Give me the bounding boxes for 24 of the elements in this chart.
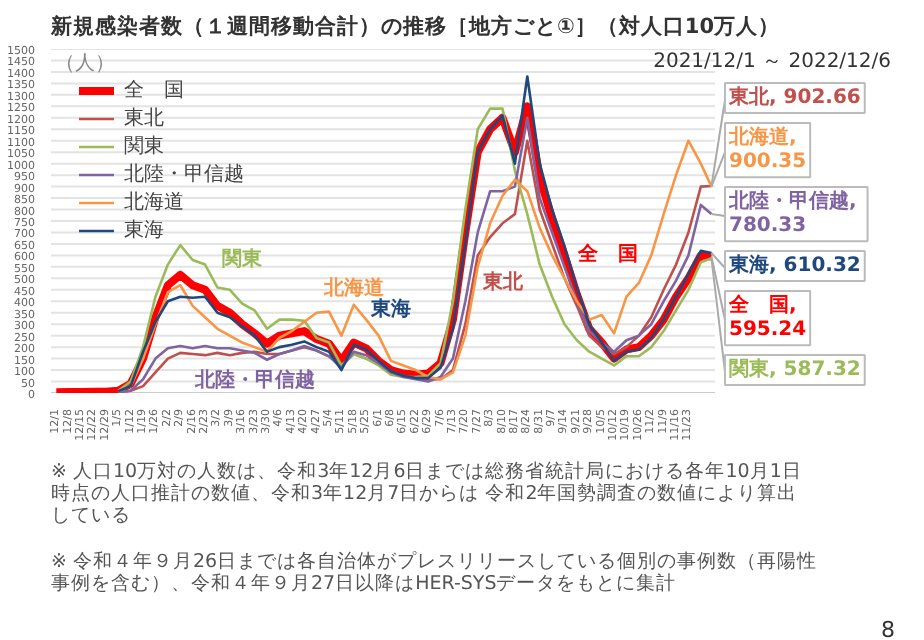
annotation: 東海 (369, 297, 412, 322)
annotation: 関東, 587.32 (729, 357, 861, 381)
legend-label: 関東 (124, 133, 164, 160)
annotation: 東北 (480, 270, 525, 295)
annotation: 北陸・甲信越, 780.33 (727, 189, 857, 238)
legend-label: 東海 (124, 217, 164, 244)
legend-label: 全 国 (124, 78, 184, 104)
text: 8 (881, 617, 895, 640)
annotation: 全 国 (576, 242, 639, 267)
text: ※ 令和４年９月26日までは各自治体がプレスリリースしている個別の事例数（再陽性事例を含む）、令和４年９月27日以降はHER-SYSデータをもとに集計 (51, 549, 818, 595)
legend-label: 北陸・甲信越 (124, 161, 244, 188)
y-axis-title: （人） (55, 53, 115, 75)
text: 2021/12/1 ～ 2022/12/6 (653, 51, 891, 73)
annotation: 東北, 902.66 (727, 85, 861, 109)
annotation: 北陸・甲信越 (192, 367, 315, 392)
annotation: 東海, 610.32 (727, 253, 861, 277)
annotation: 関東 (222, 246, 265, 271)
legend-label: 北海道 (124, 189, 184, 216)
annotation: 全 国, 595.24 (727, 293, 807, 342)
text: ※ 人口10万対の人数は、令和3年12月6日までは総務省統計局における各年10月1日時点の人口推計の数値、令和3年12月7日からは 令和2年国勢調査の数値により算出している (51, 459, 802, 527)
chart-title: 新規感染者数（１週間移動合計）の推移［地方ごと①］（対人口10万人） (49, 13, 781, 39)
legend-label: 東北 (124, 105, 164, 132)
annotation: 北海道 (321, 275, 386, 300)
annotation: 北海道, 900.35 (727, 125, 807, 174)
